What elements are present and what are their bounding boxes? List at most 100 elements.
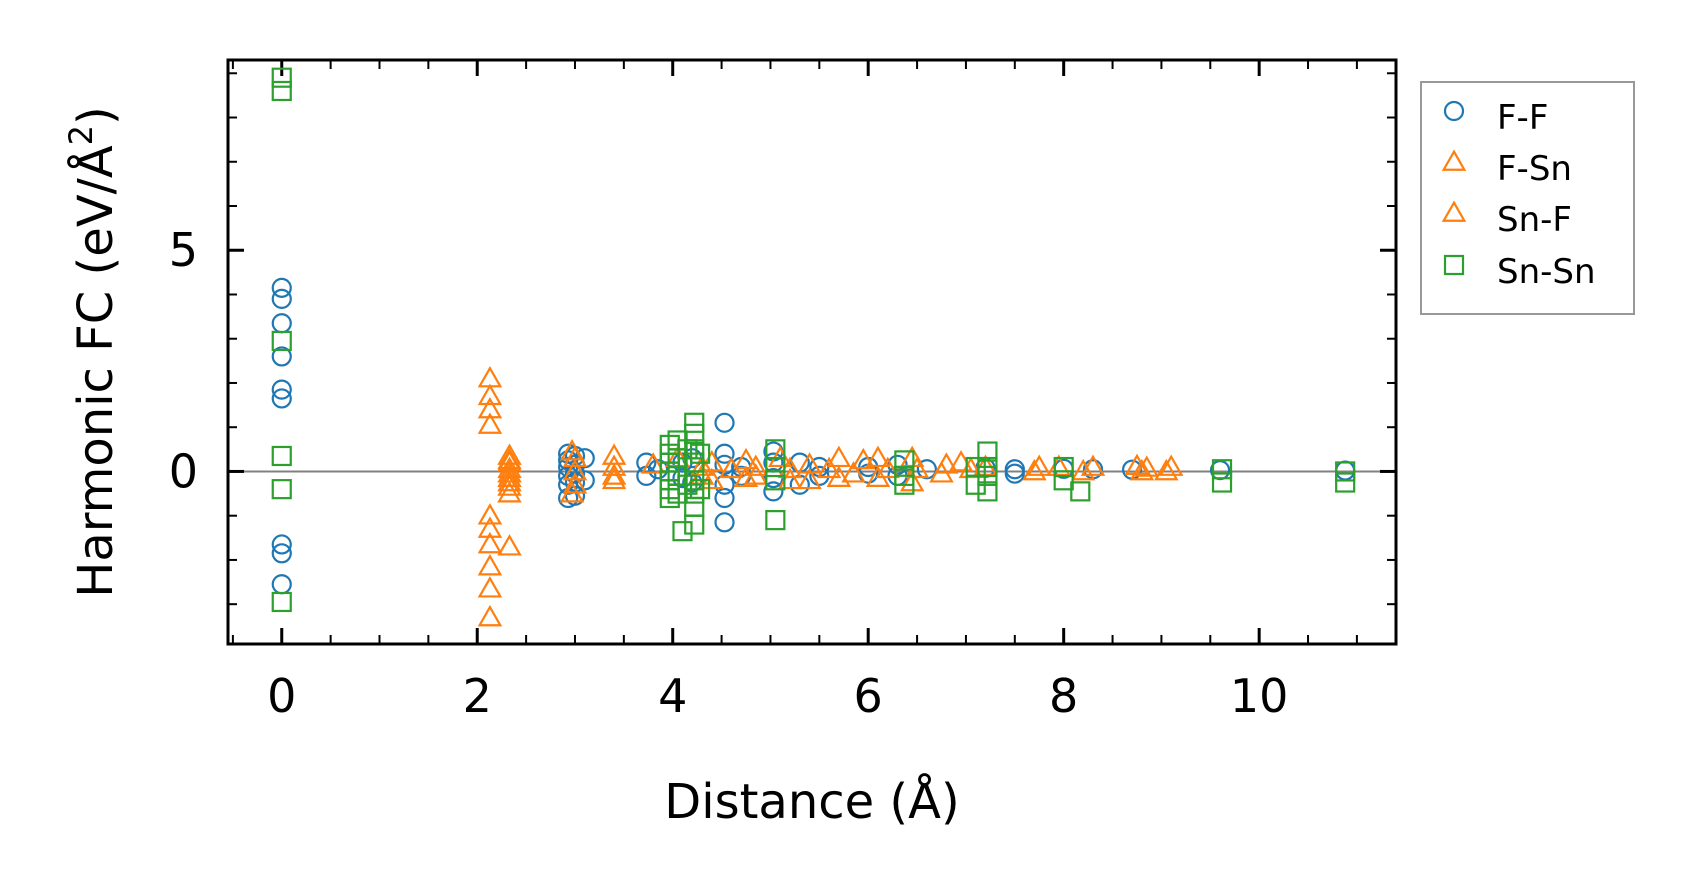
point-sn-f-7 <box>601 454 627 476</box>
point-sn-sn-12 <box>659 487 680 509</box>
point-f-f-5 <box>271 388 292 409</box>
legend: F-F F-Sn Sn-F Sn-Sn <box>1420 81 1635 315</box>
point-sn-sn-5 <box>271 591 292 613</box>
x-tick-label-8: 8 <box>1049 669 1078 723</box>
point-f-sn-15 <box>497 474 522 496</box>
point-sn-f-18 <box>841 461 866 483</box>
point-f-f-26 <box>672 467 693 489</box>
series-sn-f <box>497 445 1179 503</box>
point-sn-sn-1 <box>271 80 292 102</box>
data-markers <box>271 67 1356 627</box>
point-f-f-33 <box>714 487 735 509</box>
point-f-sn-1 <box>477 383 503 406</box>
point-f-sn-30 <box>851 447 876 470</box>
point-f-f-29 <box>714 412 735 433</box>
point-f-sn-10 <box>497 534 522 556</box>
point-f-f-20 <box>574 448 595 469</box>
point-sn-f-13 <box>743 454 769 476</box>
minor-ticks <box>228 60 1396 644</box>
point-sn-sn-0 <box>271 67 292 88</box>
point-f-sn-22 <box>699 467 725 490</box>
x-tick-label-10: 10 <box>1230 669 1289 723</box>
point-f-sn-26 <box>797 452 822 474</box>
point-sn-f-14 <box>743 463 769 485</box>
y-axis-label-superscript: 2 <box>62 125 100 145</box>
point-sn-sn-32 <box>765 470 786 491</box>
legend-marker-sn-f <box>1441 200 1467 222</box>
series-sn-sn <box>271 67 1356 613</box>
point-sn-sn-43 <box>1053 456 1074 478</box>
point-f-f-42 <box>789 474 810 495</box>
point-sn-sn-44 <box>1053 470 1074 491</box>
point-sn-f-26 <box>1154 458 1179 481</box>
point-f-sn-0 <box>477 365 503 388</box>
x-tick-label-4: 4 <box>658 669 687 723</box>
point-sn-f-8 <box>601 463 627 485</box>
legend-markers <box>1441 100 1467 276</box>
point-sn-sn-22 <box>684 439 705 460</box>
y-tick-label-5: 5 <box>169 223 198 277</box>
point-sn-sn-3 <box>271 445 292 467</box>
point-f-sn-9 <box>477 604 503 627</box>
point-sn-f-23 <box>1022 458 1047 481</box>
point-f-sn-38 <box>1027 454 1052 476</box>
point-f-f-8 <box>271 574 292 595</box>
point-f-f-24 <box>647 459 669 480</box>
point-f-f-2 <box>271 313 292 334</box>
major-ticks <box>228 60 1396 644</box>
point-sn-f-5 <box>562 458 588 481</box>
point-sn-f-4 <box>562 445 588 468</box>
point-sn-sn-48 <box>1335 461 1356 482</box>
point-sn-sn-45 <box>1070 481 1091 502</box>
y-tick-label-0: 0 <box>169 444 198 498</box>
point-sn-f-21 <box>929 461 954 483</box>
point-f-sn-19 <box>601 467 627 490</box>
point-sn-sn-27 <box>684 514 705 535</box>
point-f-sn-14 <box>497 465 522 487</box>
point-f-f-0 <box>271 277 292 298</box>
point-sn-sn-47 <box>1211 472 1233 493</box>
point-sn-sn-21 <box>684 423 705 444</box>
point-sn-sn-36 <box>894 474 915 495</box>
plot-frame <box>226 58 1398 646</box>
point-sn-sn-28 <box>689 443 711 464</box>
point-f-f-52 <box>1004 463 1025 484</box>
point-f-sn-8 <box>477 576 503 598</box>
point-f-sn-43 <box>1158 454 1184 476</box>
point-f-sn-42 <box>1134 455 1160 477</box>
point-sn-sn-25 <box>684 483 705 504</box>
point-f-f-1 <box>271 288 292 310</box>
point-sn-sn-34 <box>894 450 915 471</box>
point-sn-f-3 <box>497 481 522 503</box>
point-sn-sn-42 <box>977 481 998 502</box>
point-sn-sn-31 <box>765 456 786 478</box>
y-axis-label-close: ) <box>68 106 124 125</box>
point-sn-sn-39 <box>977 441 998 462</box>
point-sn-f-24 <box>1070 458 1096 481</box>
y-axis-label: Harmonic FC (eV/Å2) <box>62 106 124 598</box>
point-f-f-32 <box>714 474 735 495</box>
point-sn-sn-17 <box>672 521 693 542</box>
point-sn-sn-29 <box>689 479 711 500</box>
point-f-sn-3 <box>477 412 503 434</box>
x-tick-label-2: 2 <box>463 669 492 723</box>
y-tick-labels: 05 <box>169 223 198 498</box>
point-f-f-34 <box>714 512 735 533</box>
point-f-sn-7 <box>477 554 503 576</box>
point-f-sn-5 <box>477 516 503 538</box>
point-sn-sn-2 <box>271 330 292 352</box>
point-sn-f-10 <box>689 454 715 476</box>
legend-label-f-sn: F-Sn <box>1497 149 1572 189</box>
point-sn-f-17 <box>816 456 842 479</box>
series-f-f <box>271 277 1356 595</box>
point-f-f-30 <box>714 443 735 464</box>
point-f-f-51 <box>1004 459 1025 480</box>
point-f-sn-4 <box>477 503 503 525</box>
point-sn-sn-20 <box>684 412 705 433</box>
point-sn-sn-41 <box>977 465 998 486</box>
legend-marker-sn-sn <box>1443 254 1465 276</box>
legend-label-sn-f: Sn-F <box>1497 200 1572 240</box>
x-axis-label: Distance (Å) <box>664 773 959 830</box>
point-sn-f-9 <box>640 452 666 474</box>
